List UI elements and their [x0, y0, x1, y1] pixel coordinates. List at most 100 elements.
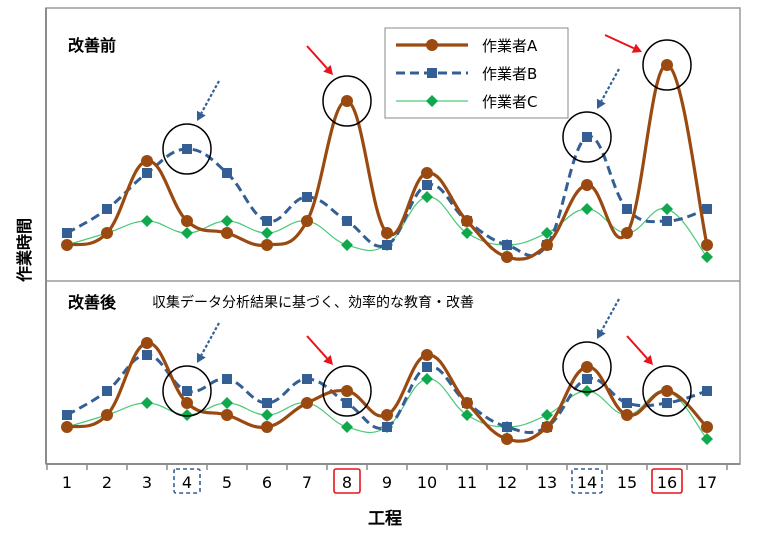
- legend-marker: [426, 39, 438, 51]
- arrow-head: [323, 64, 333, 75]
- x-tick-label: 15: [617, 473, 637, 492]
- data-point: [502, 240, 512, 250]
- data-point: [141, 215, 153, 227]
- data-point: [502, 422, 512, 432]
- series-作業者B: [62, 132, 712, 258]
- data-point: [381, 409, 393, 421]
- data-point: [221, 397, 233, 409]
- data-point: [541, 239, 553, 251]
- data-point: [701, 421, 713, 433]
- data-point: [421, 349, 433, 361]
- x-tick-label: 8: [342, 473, 352, 492]
- data-point: [222, 374, 232, 384]
- data-point: [461, 409, 473, 421]
- x-tick-label: 4: [182, 473, 192, 492]
- x-tick-label: 1: [62, 473, 72, 492]
- x-tick-label: 17: [697, 473, 717, 492]
- highlight-circle: [322, 75, 372, 127]
- data-point: [141, 155, 153, 167]
- highlight-circle: [642, 39, 692, 91]
- data-point: [501, 433, 513, 445]
- data-point: [661, 385, 673, 397]
- x-tick-label: 3: [142, 473, 152, 492]
- data-point: [221, 409, 233, 421]
- tick-highlight-box: [173, 468, 201, 494]
- data-point: [581, 361, 593, 373]
- series-作業者A: [61, 59, 713, 263]
- data-point: [341, 95, 353, 107]
- data-point: [541, 409, 553, 421]
- data-point: [582, 374, 592, 384]
- data-point: [541, 421, 553, 433]
- arrow-head: [196, 352, 206, 363]
- data-point: [342, 216, 352, 226]
- data-point: [421, 167, 433, 179]
- data-point: [381, 227, 393, 239]
- x-tick-label: 14: [577, 473, 597, 492]
- data-point: [181, 397, 193, 409]
- data-point: [661, 203, 673, 215]
- data-point: [382, 240, 392, 250]
- x-tick-label: 5: [222, 473, 232, 492]
- data-point: [261, 421, 273, 433]
- data-point: [301, 215, 313, 227]
- highlight-circle: [642, 365, 692, 417]
- data-point: [62, 228, 72, 238]
- legend-label: 作業者B: [482, 65, 537, 83]
- data-point: [221, 215, 233, 227]
- red-arrow: [604, 34, 635, 50]
- highlight-circle: [162, 123, 212, 175]
- data-point: [461, 397, 473, 409]
- data-point: [62, 410, 72, 420]
- x-axis-label: 工程: [368, 509, 402, 529]
- data-point: [141, 337, 153, 349]
- data-point: [382, 422, 392, 432]
- red-arrow: [626, 335, 648, 359]
- data-point: [422, 362, 432, 372]
- x-tick-label: 13: [537, 473, 557, 492]
- data-point: [262, 216, 272, 226]
- highlight-circle: [162, 365, 212, 417]
- data-point: [142, 350, 152, 360]
- data-point: [102, 204, 112, 214]
- data-point: [662, 398, 672, 408]
- legend-marker: [426, 95, 438, 107]
- data-point: [341, 385, 353, 397]
- arrow-head: [323, 354, 333, 365]
- data-point: [261, 227, 273, 239]
- x-tick-label: 12: [497, 473, 517, 492]
- data-point: [702, 204, 712, 214]
- x-tick-label: 6: [262, 473, 272, 492]
- data-point: [421, 373, 433, 385]
- panel-after: [61, 337, 713, 445]
- data-point: [61, 421, 73, 433]
- data-point: [101, 227, 113, 239]
- data-point: [101, 409, 113, 421]
- data-point: [622, 398, 632, 408]
- panel-before: [61, 59, 713, 263]
- data-point: [182, 386, 192, 396]
- arrow-head: [596, 328, 606, 339]
- data-point: [421, 191, 433, 203]
- data-point: [581, 203, 593, 215]
- panel-title-after: 改善後: [68, 293, 117, 312]
- legend-label: 作業者A: [482, 37, 538, 55]
- data-point: [582, 132, 592, 142]
- y-axis-label: 作業時間: [15, 218, 34, 282]
- data-point: [461, 227, 473, 239]
- data-point: [501, 251, 513, 263]
- tick-highlight-box: [651, 468, 683, 494]
- data-point: [621, 227, 633, 239]
- tick-highlight-box: [333, 468, 361, 494]
- data-point: [182, 144, 192, 154]
- data-point: [662, 216, 672, 226]
- series-作業者A: [61, 337, 713, 445]
- data-point: [541, 227, 553, 239]
- data-point: [302, 374, 312, 384]
- legend: 作業者A 作業者B 作業者C: [384, 27, 569, 119]
- data-point: [141, 397, 153, 409]
- data-point: [262, 398, 272, 408]
- blue-dashed-arrow: [200, 80, 220, 114]
- x-tick-label: 10: [417, 473, 437, 492]
- tick-highlight-box: [571, 468, 603, 494]
